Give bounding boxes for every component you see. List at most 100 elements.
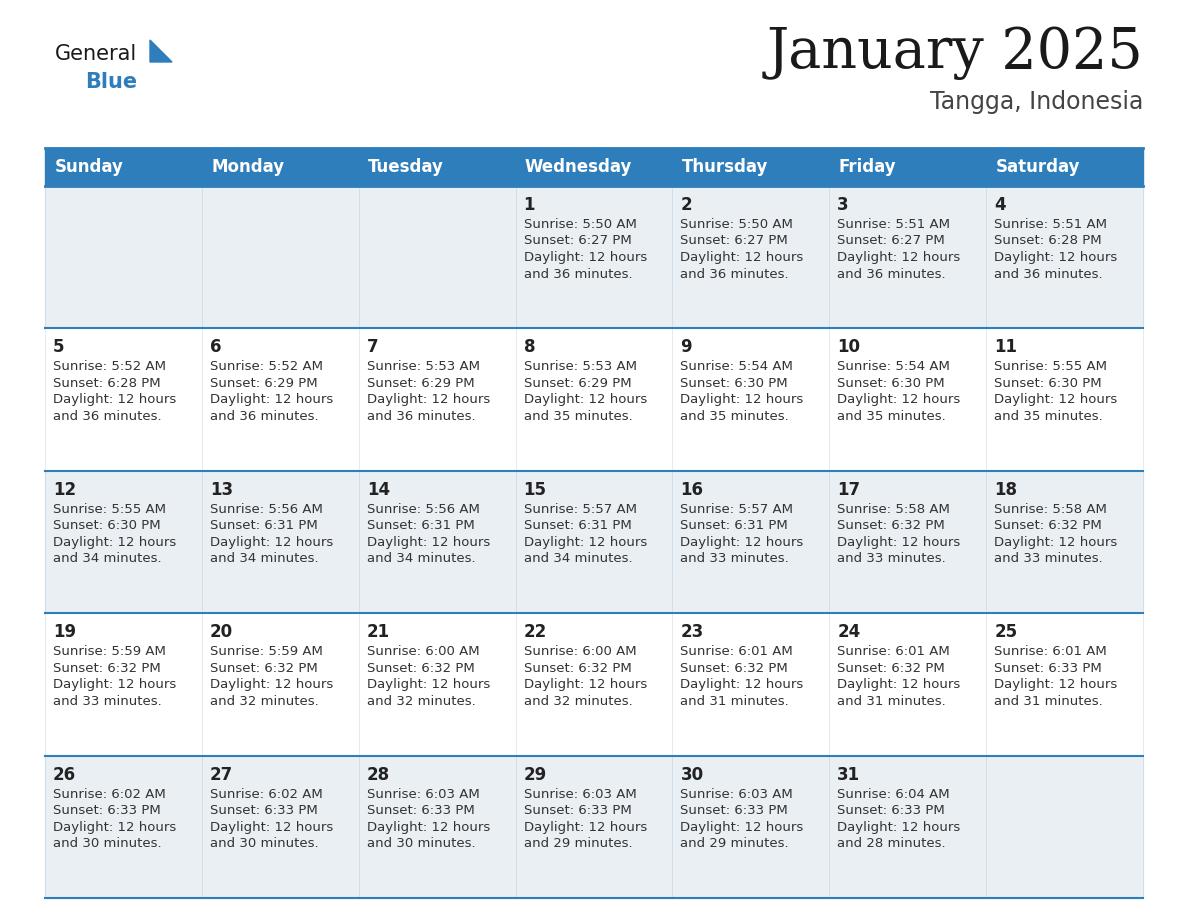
Text: and 33 minutes.: and 33 minutes. [681, 553, 789, 565]
Bar [986, 329, 1143, 471]
Bar [359, 148, 516, 186]
Text: Sunset: 6:28 PM: Sunset: 6:28 PM [53, 377, 160, 390]
Text: Daylight: 12 hours: Daylight: 12 hours [994, 678, 1118, 691]
Text: Sunset: 6:30 PM: Sunset: 6:30 PM [838, 377, 944, 390]
Bar [516, 471, 672, 613]
Text: Sunset: 6:32 PM: Sunset: 6:32 PM [367, 662, 474, 675]
Text: Sunset: 6:30 PM: Sunset: 6:30 PM [681, 377, 788, 390]
Text: Tuesday: Tuesday [368, 158, 444, 176]
Text: Daylight: 12 hours: Daylight: 12 hours [524, 678, 646, 691]
Bar [516, 186, 672, 329]
Text: 22: 22 [524, 623, 546, 641]
Text: Sunset: 6:33 PM: Sunset: 6:33 PM [524, 804, 631, 817]
Bar [359, 613, 516, 756]
Text: Sunrise: 5:51 AM: Sunrise: 5:51 AM [994, 218, 1107, 231]
Text: Sunset: 6:32 PM: Sunset: 6:32 PM [838, 662, 944, 675]
Text: Sunrise: 5:56 AM: Sunrise: 5:56 AM [367, 503, 480, 516]
Bar [202, 148, 359, 186]
Text: Sunset: 6:31 PM: Sunset: 6:31 PM [210, 520, 317, 532]
Text: Sunrise: 5:57 AM: Sunrise: 5:57 AM [524, 503, 637, 516]
Bar [202, 329, 359, 471]
Text: Sunrise: 6:01 AM: Sunrise: 6:01 AM [994, 645, 1107, 658]
Text: Daylight: 12 hours: Daylight: 12 hours [681, 251, 803, 264]
Text: Sunrise: 5:50 AM: Sunrise: 5:50 AM [524, 218, 637, 231]
Text: Sunrise: 5:50 AM: Sunrise: 5:50 AM [681, 218, 794, 231]
Text: and 31 minutes.: and 31 minutes. [994, 695, 1102, 708]
Bar [45, 186, 202, 329]
Text: January 2025: January 2025 [766, 25, 1143, 80]
Text: and 35 minutes.: and 35 minutes. [838, 410, 946, 423]
Text: Sunrise: 5:53 AM: Sunrise: 5:53 AM [524, 361, 637, 374]
Text: 20: 20 [210, 623, 233, 641]
Text: Monday: Monday [211, 158, 284, 176]
Text: Daylight: 12 hours: Daylight: 12 hours [367, 536, 489, 549]
Text: 17: 17 [838, 481, 860, 498]
Text: 11: 11 [994, 339, 1017, 356]
Bar [829, 329, 986, 471]
Text: Sunset: 6:27 PM: Sunset: 6:27 PM [681, 234, 788, 248]
Bar [829, 613, 986, 756]
Bar [359, 329, 516, 471]
Text: Sunrise: 6:03 AM: Sunrise: 6:03 AM [681, 788, 794, 800]
Text: Sunset: 6:33 PM: Sunset: 6:33 PM [53, 804, 160, 817]
Text: Sunset: 6:33 PM: Sunset: 6:33 PM [994, 662, 1102, 675]
Text: Sunrise: 6:03 AM: Sunrise: 6:03 AM [367, 788, 480, 800]
Text: Daylight: 12 hours: Daylight: 12 hours [838, 821, 961, 834]
Text: Sunrise: 5:56 AM: Sunrise: 5:56 AM [210, 503, 323, 516]
Bar [672, 756, 829, 898]
Text: Sunset: 6:30 PM: Sunset: 6:30 PM [994, 377, 1101, 390]
Text: 29: 29 [524, 766, 546, 784]
Text: Sunrise: 5:58 AM: Sunrise: 5:58 AM [838, 503, 950, 516]
Text: Sunrise: 5:54 AM: Sunrise: 5:54 AM [681, 361, 794, 374]
Text: 24: 24 [838, 623, 860, 641]
Text: Daylight: 12 hours: Daylight: 12 hours [994, 394, 1118, 407]
Text: Daylight: 12 hours: Daylight: 12 hours [53, 394, 176, 407]
Text: and 32 minutes.: and 32 minutes. [210, 695, 318, 708]
Text: Sunset: 6:32 PM: Sunset: 6:32 PM [681, 662, 788, 675]
Text: and 34 minutes.: and 34 minutes. [524, 553, 632, 565]
Text: 26: 26 [53, 766, 76, 784]
Polygon shape [150, 40, 172, 62]
Text: 31: 31 [838, 766, 860, 784]
Text: Sunset: 6:28 PM: Sunset: 6:28 PM [994, 234, 1101, 248]
Text: and 31 minutes.: and 31 minutes. [681, 695, 789, 708]
Bar [359, 471, 516, 613]
Bar [672, 471, 829, 613]
Bar [516, 148, 672, 186]
Text: Sunset: 6:30 PM: Sunset: 6:30 PM [53, 520, 160, 532]
Bar [829, 471, 986, 613]
Text: Saturday: Saturday [996, 158, 1080, 176]
Text: Daylight: 12 hours: Daylight: 12 hours [53, 536, 176, 549]
Text: Daylight: 12 hours: Daylight: 12 hours [524, 394, 646, 407]
Text: General: General [55, 44, 138, 64]
Bar [202, 756, 359, 898]
Text: Sunrise: 5:59 AM: Sunrise: 5:59 AM [53, 645, 166, 658]
Text: Daylight: 12 hours: Daylight: 12 hours [838, 394, 961, 407]
Bar [829, 186, 986, 329]
Text: Daylight: 12 hours: Daylight: 12 hours [367, 821, 489, 834]
Text: and 35 minutes.: and 35 minutes. [524, 410, 632, 423]
Text: Daylight: 12 hours: Daylight: 12 hours [838, 251, 961, 264]
Text: and 36 minutes.: and 36 minutes. [994, 267, 1102, 281]
Text: 9: 9 [681, 339, 693, 356]
Bar [986, 148, 1143, 186]
Text: Sunset: 6:29 PM: Sunset: 6:29 PM [210, 377, 317, 390]
Bar [829, 756, 986, 898]
Text: Sunrise: 5:51 AM: Sunrise: 5:51 AM [838, 218, 950, 231]
Text: Daylight: 12 hours: Daylight: 12 hours [210, 536, 333, 549]
Text: Sunrise: 6:01 AM: Sunrise: 6:01 AM [681, 645, 794, 658]
Text: Daylight: 12 hours: Daylight: 12 hours [210, 394, 333, 407]
Bar [672, 186, 829, 329]
Text: Daylight: 12 hours: Daylight: 12 hours [838, 678, 961, 691]
Text: Sunrise: 5:54 AM: Sunrise: 5:54 AM [838, 361, 950, 374]
Text: Daylight: 12 hours: Daylight: 12 hours [524, 251, 646, 264]
Text: and 32 minutes.: and 32 minutes. [524, 695, 632, 708]
Text: and 30 minutes.: and 30 minutes. [367, 837, 475, 850]
Bar [202, 471, 359, 613]
Text: Blue: Blue [86, 72, 137, 92]
Text: and 34 minutes.: and 34 minutes. [367, 553, 475, 565]
Text: Sunset: 6:33 PM: Sunset: 6:33 PM [367, 804, 474, 817]
Text: Sunrise: 5:55 AM: Sunrise: 5:55 AM [994, 361, 1107, 374]
Text: and 36 minutes.: and 36 minutes. [53, 410, 162, 423]
Text: Sunset: 6:32 PM: Sunset: 6:32 PM [524, 662, 631, 675]
